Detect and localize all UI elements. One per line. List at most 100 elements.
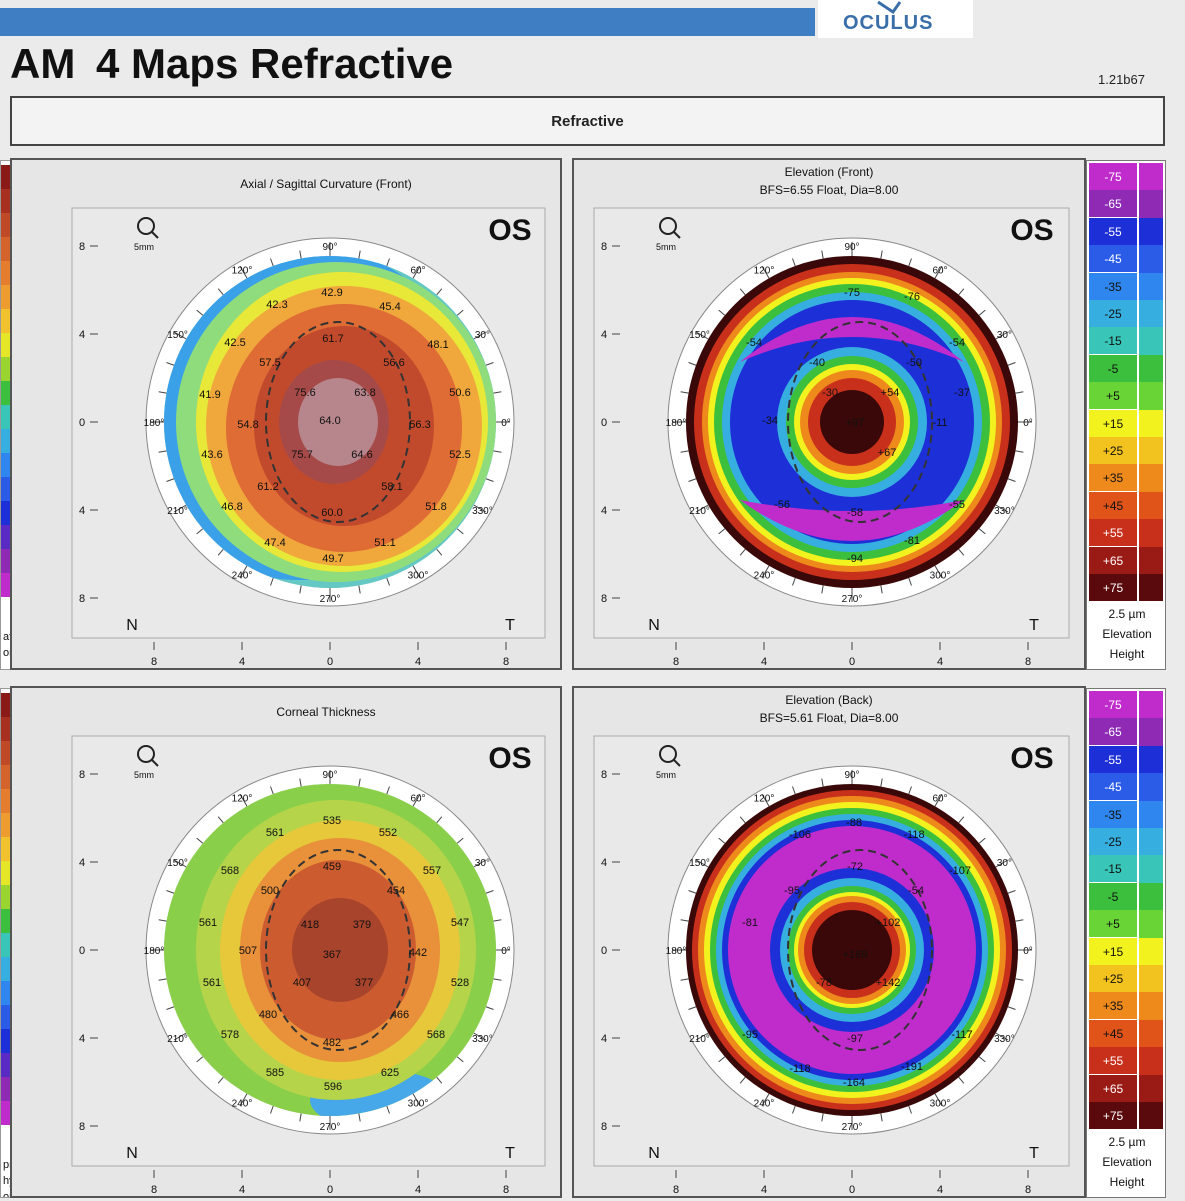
scale-strip: [1139, 718, 1163, 746]
angle-tick: [934, 265, 943, 279]
map-value-label: -54: [746, 337, 762, 349]
angle-label: 210°: [167, 506, 188, 517]
angle-tick: [239, 1093, 248, 1107]
angle-tick: [739, 816, 746, 824]
y-axis-label: 0: [79, 945, 85, 957]
map-value-label: -106: [789, 829, 811, 841]
y-axis-label: 0: [601, 417, 607, 429]
map-axial-svg: Axial / Sagittal Curvature (Front) 0° 30° 6…: [71, 177, 546, 668]
map-value-label: -95: [784, 885, 800, 897]
map-value-label: -58: [847, 507, 863, 519]
scale-cell: +35: [1089, 464, 1137, 492]
map-panel-corneal-thickness[interactable]: Corneal Thickness 0° 30° 60° 90° 120° 150° 180°…: [10, 686, 562, 1198]
angle-tick: [978, 1056, 986, 1063]
map-value-label: -55: [949, 499, 965, 511]
scale-cell: +75: [1089, 1102, 1137, 1129]
scale-cell: -75: [1089, 691, 1137, 718]
scale-strip: [1139, 691, 1163, 719]
x-axis-label: 8: [673, 656, 679, 668]
scale-cell: -65: [1089, 718, 1137, 746]
x-axis-label: 4: [937, 1184, 943, 1196]
map-value-label: -75: [844, 287, 860, 299]
angle-tick: [196, 837, 204, 844]
map-value-label: +169: [843, 949, 868, 961]
angle-tick: [958, 816, 965, 824]
scale-cell: -25: [1089, 300, 1137, 327]
angle-tick: [978, 837, 986, 844]
scale-caption: Elevation: [1102, 627, 1152, 641]
tab-refractive[interactable]: Refractive: [10, 96, 1165, 146]
angle-tick: [485, 478, 494, 482]
map-value-label: 442: [409, 947, 427, 959]
map-title: Axial / Sagittal Curvature (Front): [240, 177, 411, 191]
pupil-outline: [265, 849, 411, 1051]
x-axis-label: 8: [1025, 1184, 1031, 1196]
map-value-label: +102: [876, 917, 901, 929]
angle-tick: [166, 890, 175, 894]
y-axis-label: 4: [79, 329, 85, 341]
magnifier-label: 5mm: [656, 242, 676, 252]
angle-tick: [456, 837, 464, 844]
angle-label: 270°: [842, 594, 863, 605]
angle-tick: [239, 565, 248, 579]
y-axis-label: 0: [601, 945, 607, 957]
map-panel-elevation-back[interactable]: Elevation (Back) BFS=5.61 Float, Dia=8.00…: [572, 686, 1086, 1198]
angle-tick: [386, 258, 390, 267]
scale-cell: -25: [1089, 828, 1137, 855]
angle-label: 180°: [666, 946, 687, 957]
angle-tick: [958, 1076, 965, 1084]
map-value-label: 43.6: [201, 449, 222, 461]
angle-label: 330°: [994, 1034, 1015, 1045]
map-thickness-svg: Corneal Thickness 0° 30° 60° 90° 120° 150° 180°…: [71, 705, 546, 1196]
scale-cell: -15: [1089, 327, 1137, 355]
scale-caption: 2.5 µm: [1108, 607, 1146, 621]
x-axis-label: 8: [151, 656, 157, 668]
angle-tick: [239, 265, 248, 279]
angle-tick: [1007, 1006, 1016, 1010]
x-axis-label: 0: [849, 1184, 855, 1196]
map-title: Elevation (Back): [785, 693, 872, 707]
magnifier-label: 5mm: [134, 242, 154, 252]
map-value-label: 578: [221, 1029, 239, 1041]
map-value-label: 561: [203, 977, 221, 989]
angle-label: 90°: [322, 242, 337, 253]
y-axis-label: 4: [79, 857, 85, 869]
angle-tick: [680, 919, 689, 922]
angle-label: 90°: [844, 770, 859, 781]
scale-strip: [1139, 992, 1163, 1020]
angle-tick: [412, 1093, 421, 1107]
angle-tick: [196, 309, 204, 316]
map-value-label: 557: [423, 865, 441, 877]
angle-label: 60°: [410, 794, 425, 805]
magnifier-icon[interactable]: [137, 745, 159, 767]
scale-strip: [1139, 937, 1163, 965]
angle-tick: [158, 978, 167, 981]
magnifier-handle: [151, 759, 159, 767]
angle-label: 90°: [844, 242, 859, 253]
map-value-label: 58.1: [381, 481, 402, 493]
version-label: 1.21b67: [1098, 72, 1145, 87]
magnifier-icon[interactable]: [659, 217, 681, 239]
map-value-label: -191: [901, 1061, 923, 1073]
angle-tick: [880, 585, 883, 594]
map-panel-axial-curvature[interactable]: Axial / Sagittal Curvature (Front) 0° 30° 6…: [10, 158, 562, 670]
eye-label: OS: [1010, 214, 1053, 247]
scale-strip: [1139, 382, 1163, 410]
header-bar: [0, 8, 815, 36]
angle-tick: [299, 585, 302, 594]
angle-label: 330°: [994, 506, 1015, 517]
angle-tick: [995, 331, 1009, 340]
nasal-label: N: [126, 617, 138, 634]
map-panel-elevation-front[interactable]: Elevation (Front) BFS=6.55 Float, Dia=8.0…: [572, 158, 1086, 670]
scale-strip: [1139, 1019, 1163, 1048]
x-axis-label: 8: [1025, 656, 1031, 668]
angle-tick: [1015, 450, 1024, 453]
map-value-label: 377: [355, 977, 373, 989]
magnifier-icon[interactable]: [659, 745, 681, 767]
angle-label: 240°: [754, 570, 775, 581]
angle-tick: [821, 778, 824, 787]
map-value-label: 56.3: [409, 419, 430, 431]
magnifier-icon[interactable]: [137, 217, 159, 239]
scale-caption: Height: [1109, 1175, 1145, 1189]
magnifier-label: 5mm: [656, 770, 676, 780]
